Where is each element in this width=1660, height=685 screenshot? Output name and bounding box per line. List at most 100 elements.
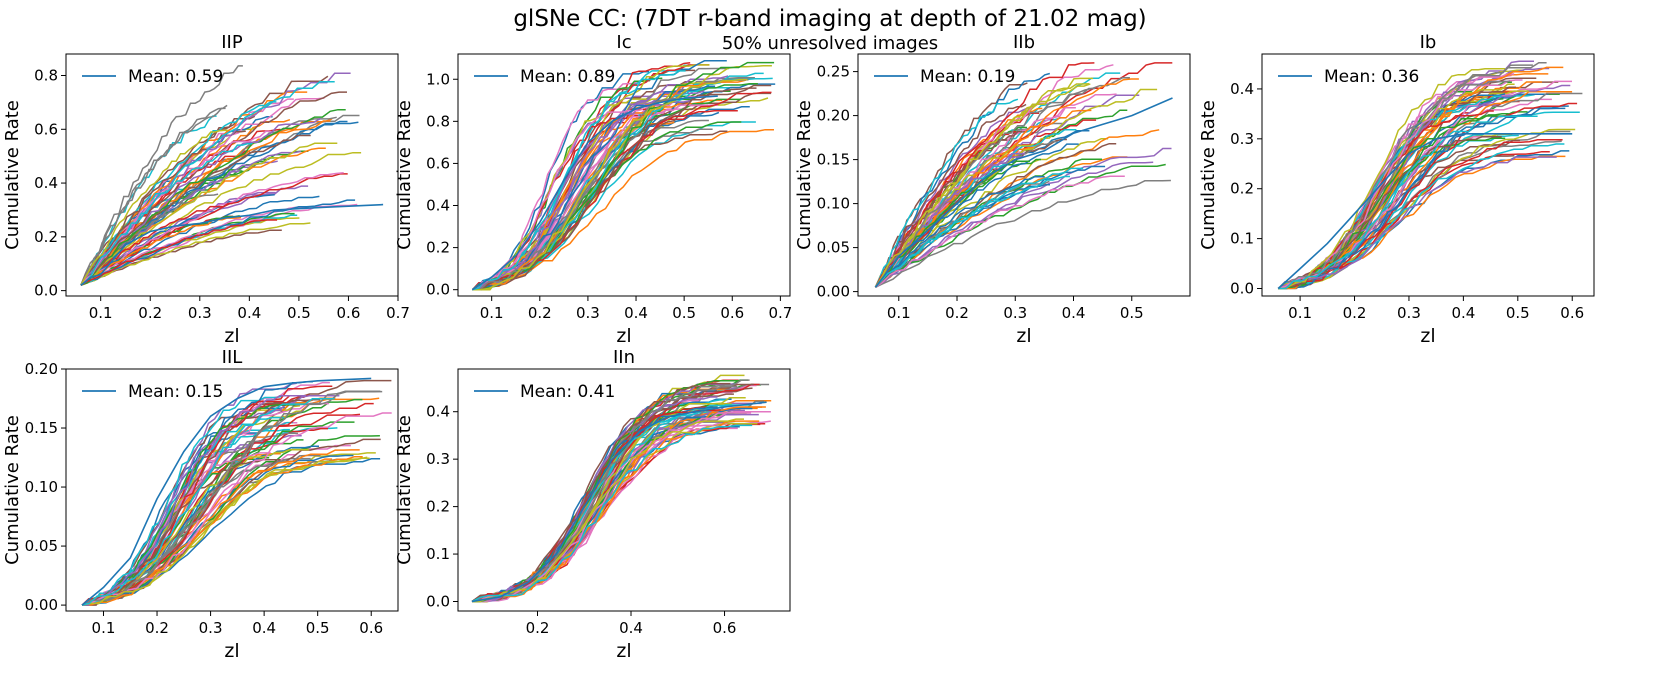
y-tick-label: 0.15 <box>25 419 58 437</box>
series-line <box>80 199 356 286</box>
axes-frame <box>457 53 791 297</box>
series-line <box>1278 112 1509 290</box>
curves <box>874 62 1173 288</box>
y-tick-label: 0.8 <box>34 67 58 85</box>
series-line <box>472 104 708 291</box>
x-tick-label: 0.5 <box>1506 304 1530 322</box>
panel-title: Ic <box>616 32 631 53</box>
y-tick-label: 0.6 <box>34 120 58 138</box>
series-line <box>472 410 750 603</box>
y-tick-label: 0.1 <box>1230 230 1254 248</box>
y-tick-label: 0.2 <box>34 228 58 246</box>
series-line <box>1278 73 1549 290</box>
legend: Mean: 0.89 <box>474 67 615 87</box>
series-line <box>80 107 226 286</box>
y-tick-label: 0.4 <box>1230 80 1254 98</box>
x-tick-label: 0.5 <box>1120 304 1144 322</box>
series-line <box>875 175 1125 288</box>
x-tick-label: 0.6 <box>359 619 383 637</box>
series-line <box>471 412 752 603</box>
x-tick-label: 0.4 <box>1062 304 1086 322</box>
series-line <box>874 167 1084 288</box>
series-line <box>472 70 649 291</box>
curves <box>471 60 776 291</box>
series-line <box>1278 143 1565 290</box>
legend: Mean: 0.41 <box>474 382 615 402</box>
y-axis-label: Cumulative Rate <box>2 100 23 250</box>
series-line <box>80 142 253 286</box>
figure-subtitle: 50% unresolved images <box>722 33 938 54</box>
axes-frame <box>1261 53 1595 297</box>
curves <box>81 377 392 606</box>
series-line <box>472 418 744 603</box>
series-line <box>874 160 1030 288</box>
mean-line <box>471 95 718 291</box>
series-line <box>472 128 774 291</box>
y-tick-label: 1.0 <box>426 70 450 88</box>
series-line <box>472 70 686 291</box>
axes-frame <box>857 53 1191 297</box>
x-tick-label: 0.5 <box>672 304 696 322</box>
series-line <box>874 62 1173 288</box>
x-tick-label: 0.3 <box>1397 304 1421 322</box>
panel-Ic: 0.1 0.2 0.3 0.4 0.5 0.6 0.7 0.0 0.2 0.4 0.6 0.8 1.0 I… <box>394 32 792 347</box>
series-line <box>472 84 772 291</box>
x-axis-label: zl <box>616 640 631 662</box>
y-tick-label: 0.15 <box>817 151 850 169</box>
series-line <box>81 390 381 606</box>
x-tick-label: 0.6 <box>1560 304 1584 322</box>
x-tick-label: 0.2 <box>528 304 552 322</box>
series-line <box>1278 115 1538 290</box>
panels: 0.1 0.2 0.3 0.4 0.5 0.6 0.7 0.0 0.2 0.4 0.6 0.8 IIP z… <box>2 32 1595 662</box>
legend-label: Mean: 0.36 <box>1324 67 1419 87</box>
series-line <box>472 108 644 291</box>
x-axis-label: zl <box>1016 325 1031 347</box>
x-tick-label: 0.6 <box>713 619 737 637</box>
series-line <box>875 147 1172 288</box>
y-tick-label: 0.3 <box>426 450 450 468</box>
mean-line <box>80 203 384 286</box>
legend-label: Mean: 0.15 <box>128 382 223 402</box>
y-tick-label: 0.00 <box>817 283 850 301</box>
mean-line <box>874 97 1173 288</box>
y-tick-label: 0.0 <box>1230 280 1254 298</box>
y-tick-label: 0.4 <box>426 403 450 421</box>
series-line <box>80 142 338 286</box>
series-line <box>81 457 370 606</box>
y-tick-label: 0.20 <box>817 107 850 125</box>
axes-frame <box>65 53 399 297</box>
y-tick-label: 0.05 <box>25 537 58 555</box>
panel-Ib: 0.1 0.2 0.3 0.4 0.5 0.6 0.0 0.1 0.2 0.3 0.4 Ib zl Cum… <box>1198 32 1595 347</box>
x-tick-label: 0.5 <box>306 619 330 637</box>
series-line <box>81 458 381 606</box>
series-line <box>1278 67 1505 290</box>
series-line <box>82 455 363 606</box>
series-line <box>471 95 652 291</box>
panel-IIb: 0.1 0.2 0.3 0.4 0.5 0.00 0.05 0.10 0.15 0.20 0.25 I… <box>794 32 1191 347</box>
legend-label: Mean: 0.89 <box>520 67 615 87</box>
series-line <box>875 175 1045 288</box>
y-tick-label: 0.3 <box>1230 130 1254 148</box>
panel-title: IIL <box>222 347 243 368</box>
series-line <box>471 379 750 603</box>
series-line <box>471 424 753 603</box>
panel-IIn: 0.2 0.4 0.6 0.0 0.1 0.2 0.3 0.4 IIn zl Cumulative … <box>394 347 791 662</box>
series-line <box>81 395 283 606</box>
series-line <box>471 406 763 603</box>
series-line <box>82 394 306 606</box>
series-line <box>472 78 748 291</box>
y-tick-label: 0.4 <box>426 197 450 215</box>
series-line <box>874 180 1050 288</box>
mean-line <box>81 377 372 606</box>
y-tick-label: 0.0 <box>34 282 58 300</box>
x-tick-label: 0.1 <box>480 304 504 322</box>
axes-frame <box>65 368 399 612</box>
y-tick-label: 0.1 <box>426 545 450 563</box>
x-tick-label: 0.1 <box>1288 304 1312 322</box>
series-line <box>80 101 277 286</box>
y-tick-label: 0.10 <box>817 195 850 213</box>
x-tick-label: 0.7 <box>386 304 410 322</box>
series-line <box>471 61 691 291</box>
series-line <box>80 91 308 286</box>
